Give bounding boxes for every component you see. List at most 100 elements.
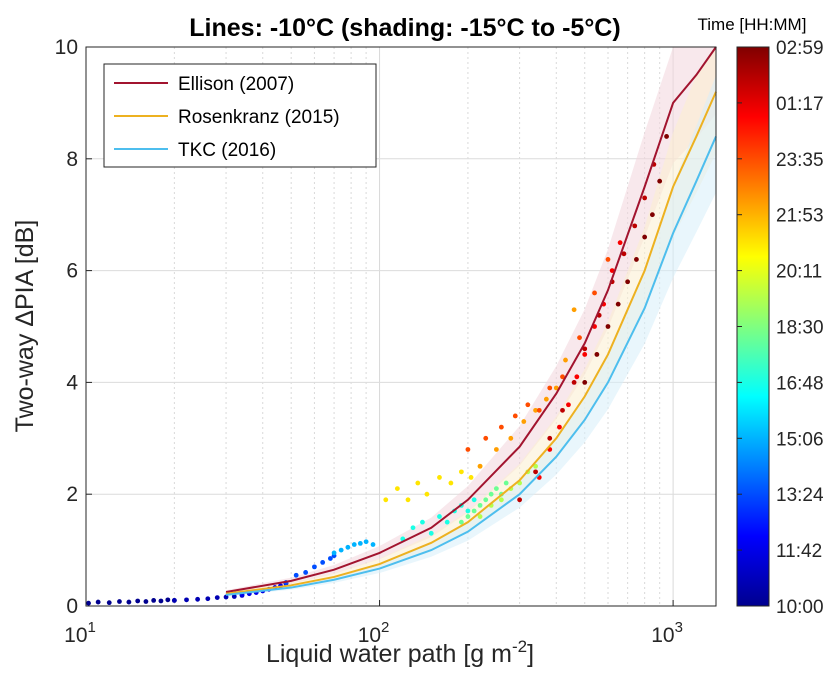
observation-point (494, 447, 499, 452)
observation-point (303, 570, 308, 575)
x-axis-label-end: ] (527, 640, 534, 668)
observation-point (466, 509, 471, 514)
observation-point (215, 595, 220, 600)
observation-point (547, 386, 552, 391)
observation-point (499, 497, 504, 502)
observation-point (478, 503, 483, 508)
observation-point (632, 223, 637, 228)
observation-point (557, 425, 562, 430)
observation-point (577, 335, 582, 340)
observation-point (411, 525, 416, 530)
observation-point (563, 358, 568, 363)
observation-point (172, 598, 177, 603)
y-tick-label: 2 (66, 483, 78, 506)
observation-point (184, 597, 189, 602)
observation-point (126, 600, 131, 605)
observation-point (547, 436, 552, 441)
observation-point (165, 597, 170, 602)
observation-point (144, 599, 149, 604)
observation-point (371, 542, 376, 547)
observation-point (582, 380, 587, 385)
observation-point (483, 497, 488, 502)
observation-point (332, 550, 337, 555)
x-tick-label: 101 (64, 619, 96, 647)
observation-point (606, 257, 611, 262)
y-tick-label: 0 (66, 595, 78, 618)
observation-point (415, 481, 420, 486)
observation-point (437, 475, 442, 480)
legend-label-rosenkranz: Rosenkranz (2015) (178, 107, 340, 128)
observation-point (420, 520, 425, 525)
observation-point (448, 481, 453, 486)
colorbar-tick-label: 21:53 (776, 206, 824, 227)
colorbar-tick-label: 15:06 (776, 429, 824, 450)
colorbar-tick-label: 02:59 (776, 38, 824, 59)
observation-point (312, 564, 317, 569)
observation-point (320, 560, 325, 565)
y-axis-label: Two-way ΔPIA [dB] (11, 220, 39, 433)
observation-point (582, 352, 587, 357)
observation-point (650, 212, 655, 217)
observation-point (135, 599, 140, 604)
chart-title: Lines: -10°C (shading: -15°C to -5°C) (189, 14, 620, 42)
y-tick-label: 6 (66, 260, 78, 283)
observation-point (358, 541, 363, 546)
observation-point (642, 235, 647, 240)
observation-point (483, 436, 488, 441)
observation-point (383, 497, 388, 502)
colorbar: Time [HH:MM] 02:59 01:17 23:35 21:53 20:11 18… (698, 15, 824, 618)
colorbar-tick-label: 11:42 (776, 541, 822, 562)
observation-point (642, 196, 647, 201)
observation-point (117, 599, 122, 604)
y-tick-label: 10 (55, 36, 78, 59)
observation-point (572, 380, 577, 385)
observation-point (466, 447, 471, 452)
observation-point (560, 408, 565, 413)
observation-point (489, 492, 494, 497)
observation-point (425, 492, 430, 497)
observation-point (537, 408, 542, 413)
observation-point (606, 324, 611, 329)
observation-point (345, 545, 350, 550)
colorbar-tick-label: 01:17 (776, 94, 824, 115)
observation-point (205, 596, 210, 601)
colorbar-tick-label: 10:00 (776, 597, 824, 618)
observation-point (566, 402, 571, 407)
observation-point (657, 179, 662, 184)
observation-point (151, 598, 156, 603)
observation-point (508, 436, 513, 441)
observation-point (574, 374, 579, 379)
observation-point (634, 257, 639, 262)
observation-point (107, 600, 112, 605)
observation-point (96, 600, 101, 605)
x-axis-label: Liquid water path [g m-2] (266, 637, 534, 668)
x-axis-label-main: Liquid water path [g m (266, 640, 512, 668)
observation-point (195, 597, 200, 602)
observation-point (459, 469, 464, 474)
observation-point (478, 464, 483, 469)
observation-point (395, 486, 400, 491)
observation-point (513, 414, 518, 419)
observation-point (352, 542, 357, 547)
observation-point (469, 475, 474, 480)
observation-point (466, 514, 471, 519)
observation-point (159, 599, 164, 604)
colorbar-tick-label: 23:35 (776, 150, 824, 171)
legend: Ellison (2007) Rosenkranz (2015) TKC (20… (104, 64, 376, 167)
observation-point (618, 240, 623, 245)
observation-point (294, 573, 299, 578)
y-tick-label: 4 (66, 371, 78, 394)
observation-point (616, 302, 621, 307)
observation-point (572, 307, 577, 312)
observation-point (437, 514, 442, 519)
observation-point (625, 279, 630, 284)
observation-point (86, 601, 91, 606)
x-tick-label: 103 (651, 619, 683, 647)
y-tick-label: 8 (66, 148, 78, 171)
observation-point (664, 134, 669, 139)
observation-point (525, 402, 530, 407)
x-axis-label-exponent: -2 (512, 637, 527, 656)
observation-point (517, 497, 522, 502)
observation-point (406, 497, 411, 502)
colorbar-tick-label: 20:11 (776, 262, 822, 283)
